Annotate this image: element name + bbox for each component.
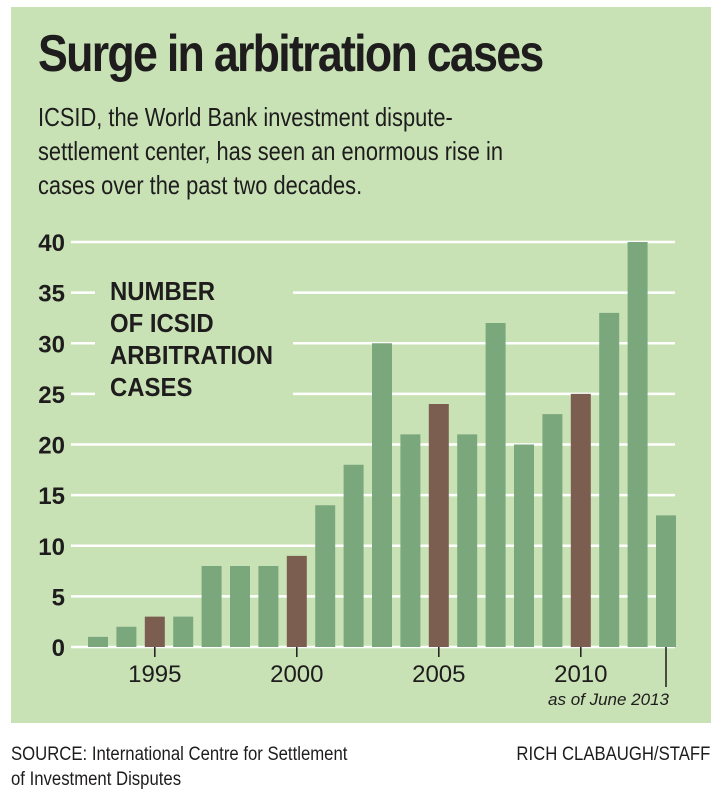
bar-2010 xyxy=(570,393,591,647)
bar-1997 xyxy=(201,566,222,647)
source-note: SOURCE: International Centre for Settlem… xyxy=(11,742,347,792)
bar-2004 xyxy=(400,434,421,647)
bar-1999 xyxy=(258,566,279,647)
y-tick-label: 10 xyxy=(38,534,65,561)
bar-2009 xyxy=(542,414,563,647)
bar-2001 xyxy=(315,505,336,647)
label-line: CASES xyxy=(110,372,193,402)
label-line: ARBITRATION xyxy=(110,340,273,370)
x-tick-label: 2005 xyxy=(412,661,465,688)
bar-2013 xyxy=(656,515,676,647)
annotation-note: as of June 2013 xyxy=(548,690,670,709)
y-tick-label: 20 xyxy=(38,433,65,460)
subtitle-line: cases over the past two decades. xyxy=(38,170,363,200)
y-tick-label: 15 xyxy=(38,483,65,510)
y-tick-label: 25 xyxy=(38,382,65,409)
subtitle-line: settlement center, has seen an enormous … xyxy=(38,136,503,166)
chart-value-label: NUMBER OF ICSID ARBITRATION CASES xyxy=(110,275,273,403)
bar-1995 xyxy=(144,616,165,647)
bar-2012 xyxy=(627,242,648,647)
bar-1994 xyxy=(116,626,137,647)
source-line: SOURCE: International Centre for Settlem… xyxy=(11,744,348,765)
bars xyxy=(88,242,676,647)
subtitle-line: ICSID, the World Bank investment dispute… xyxy=(38,102,453,132)
label-line: OF ICSID xyxy=(110,308,214,338)
y-tick-label: 30 xyxy=(38,331,65,358)
y-tick-label: 35 xyxy=(38,281,65,308)
y-tick-label: 40 xyxy=(38,230,65,257)
x-tick-label: 1995 xyxy=(128,661,181,688)
chart-subtitle: ICSID, the World Bank investment dispute… xyxy=(38,100,643,202)
x-tick-label: 2000 xyxy=(270,661,323,688)
bar-2007 xyxy=(485,323,506,647)
bar-2005 xyxy=(428,404,449,647)
bar-2002 xyxy=(343,464,364,647)
bar-2006 xyxy=(457,434,478,647)
bar-2000 xyxy=(286,555,307,647)
bar-1998 xyxy=(230,566,250,647)
label-line: NUMBER xyxy=(110,276,215,306)
bar-1993 xyxy=(88,636,108,647)
bar-2011 xyxy=(599,312,620,647)
chart-title: Surge in arbitration cases xyxy=(38,25,544,83)
bar-2008 xyxy=(514,444,534,647)
y-tick-label: 0 xyxy=(52,635,65,662)
bar-2003 xyxy=(372,343,392,647)
y-tick-label: 5 xyxy=(52,584,65,611)
x-tick-label: 2010 xyxy=(554,661,607,688)
x-axis-ticks: 1995 2000 2005 2010 as of June 2013 xyxy=(128,647,670,709)
y-axis-labels: 0 5 10 15 20 25 30 35 40 xyxy=(38,230,65,662)
source-line: of Investment Disputes xyxy=(11,769,182,790)
bar-1996 xyxy=(173,616,194,647)
credit-line: RICH CLABAUGH/STAFF xyxy=(516,744,710,765)
